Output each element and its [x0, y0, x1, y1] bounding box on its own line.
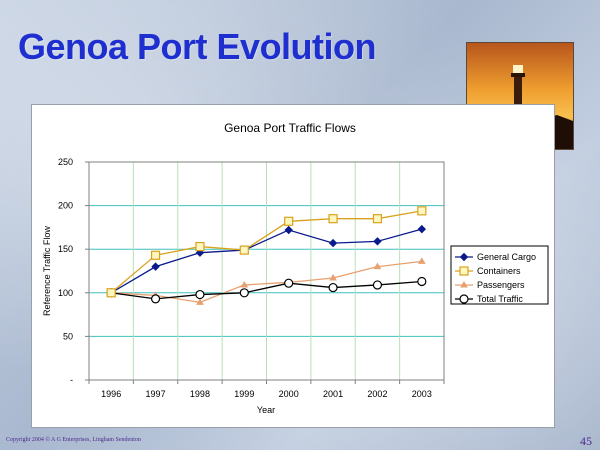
data-point	[328, 282, 338, 293]
x-tick-label: 1998	[190, 389, 210, 399]
x-axis-label: Year	[257, 405, 275, 415]
y-axis-label: Reference Traffic Flow	[42, 226, 52, 316]
data-point	[328, 214, 338, 224]
slide-title: Genoa Port Evolution	[18, 26, 377, 67]
data-point	[417, 276, 427, 287]
data-point	[239, 245, 249, 255]
series-line	[111, 260, 422, 304]
traffic-flow-chart: Genoa Port Traffic Flows - 50 100 150 200 250…	[42, 121, 549, 415]
data-point	[239, 288, 249, 298]
data-point	[328, 238, 338, 248]
data-point	[417, 224, 427, 234]
data-point	[151, 262, 160, 271]
x-tick-label: 2000	[279, 389, 299, 399]
chart-legend: General Cargo Containers Passengers Total T…	[450, 245, 549, 305]
legend-marker	[459, 252, 469, 262]
data-point	[373, 262, 382, 270]
series-line	[111, 280, 422, 300]
legend-label: General Cargo	[477, 252, 536, 262]
x-tick-label: 2002	[367, 389, 387, 399]
legend-label: Containers	[477, 266, 521, 276]
legend-marker	[459, 294, 469, 304]
data-point	[106, 288, 116, 298]
x-tick-label: 2003	[412, 389, 432, 399]
data-point	[195, 241, 205, 252]
data-point	[240, 280, 249, 288]
data-point	[284, 225, 293, 235]
x-tick-label: 1999	[234, 389, 254, 399]
page-number: 45	[580, 434, 592, 448]
footer-copyright: Copyright 2004 © A G Enterprises, Lingha…	[6, 437, 141, 443]
data-point	[372, 214, 383, 224]
legend-label: Total Traffic	[477, 294, 523, 304]
data-point	[417, 206, 427, 216]
y-tick-label: 50	[63, 331, 73, 341]
data-point	[284, 216, 294, 226]
axis-layer: - 50 100 150 200 250 1996 1997 1998 1999 2000 2001 2…	[58, 157, 445, 399]
chart-panel: Genoa Port Traffic Flows - 50 100 150 200 250…	[31, 104, 555, 428]
data-point	[284, 278, 294, 288]
legend-marker	[460, 281, 468, 288]
data-point	[150, 294, 161, 304]
chart-title: Genoa Port Traffic Flows	[224, 121, 356, 135]
y-tick-label: 250	[58, 157, 73, 167]
y-tick-label: 150	[58, 244, 73, 254]
series-line	[110, 210, 422, 294]
data-point	[195, 289, 205, 300]
legend-marker	[459, 266, 469, 276]
y-tick-label: -	[70, 375, 73, 385]
x-tick-label: 1996	[101, 389, 121, 399]
series-layer	[106, 206, 427, 305]
series-containers	[106, 206, 427, 298]
data-point	[373, 237, 382, 246]
y-tick-label: 200	[58, 201, 73, 211]
data-point	[329, 274, 337, 281]
legend-label: Passengers	[477, 280, 525, 290]
x-tick-label: 1997	[146, 389, 166, 399]
series-line	[110, 228, 422, 294]
data-point	[150, 250, 161, 260]
data-point	[417, 257, 426, 264]
grid-layer	[89, 161, 444, 380]
x-tick-label: 2001	[323, 389, 343, 399]
data-point	[196, 298, 204, 305]
series-general-cargo	[106, 224, 427, 298]
y-tick-label: 100	[58, 288, 73, 298]
data-point	[372, 280, 383, 290]
